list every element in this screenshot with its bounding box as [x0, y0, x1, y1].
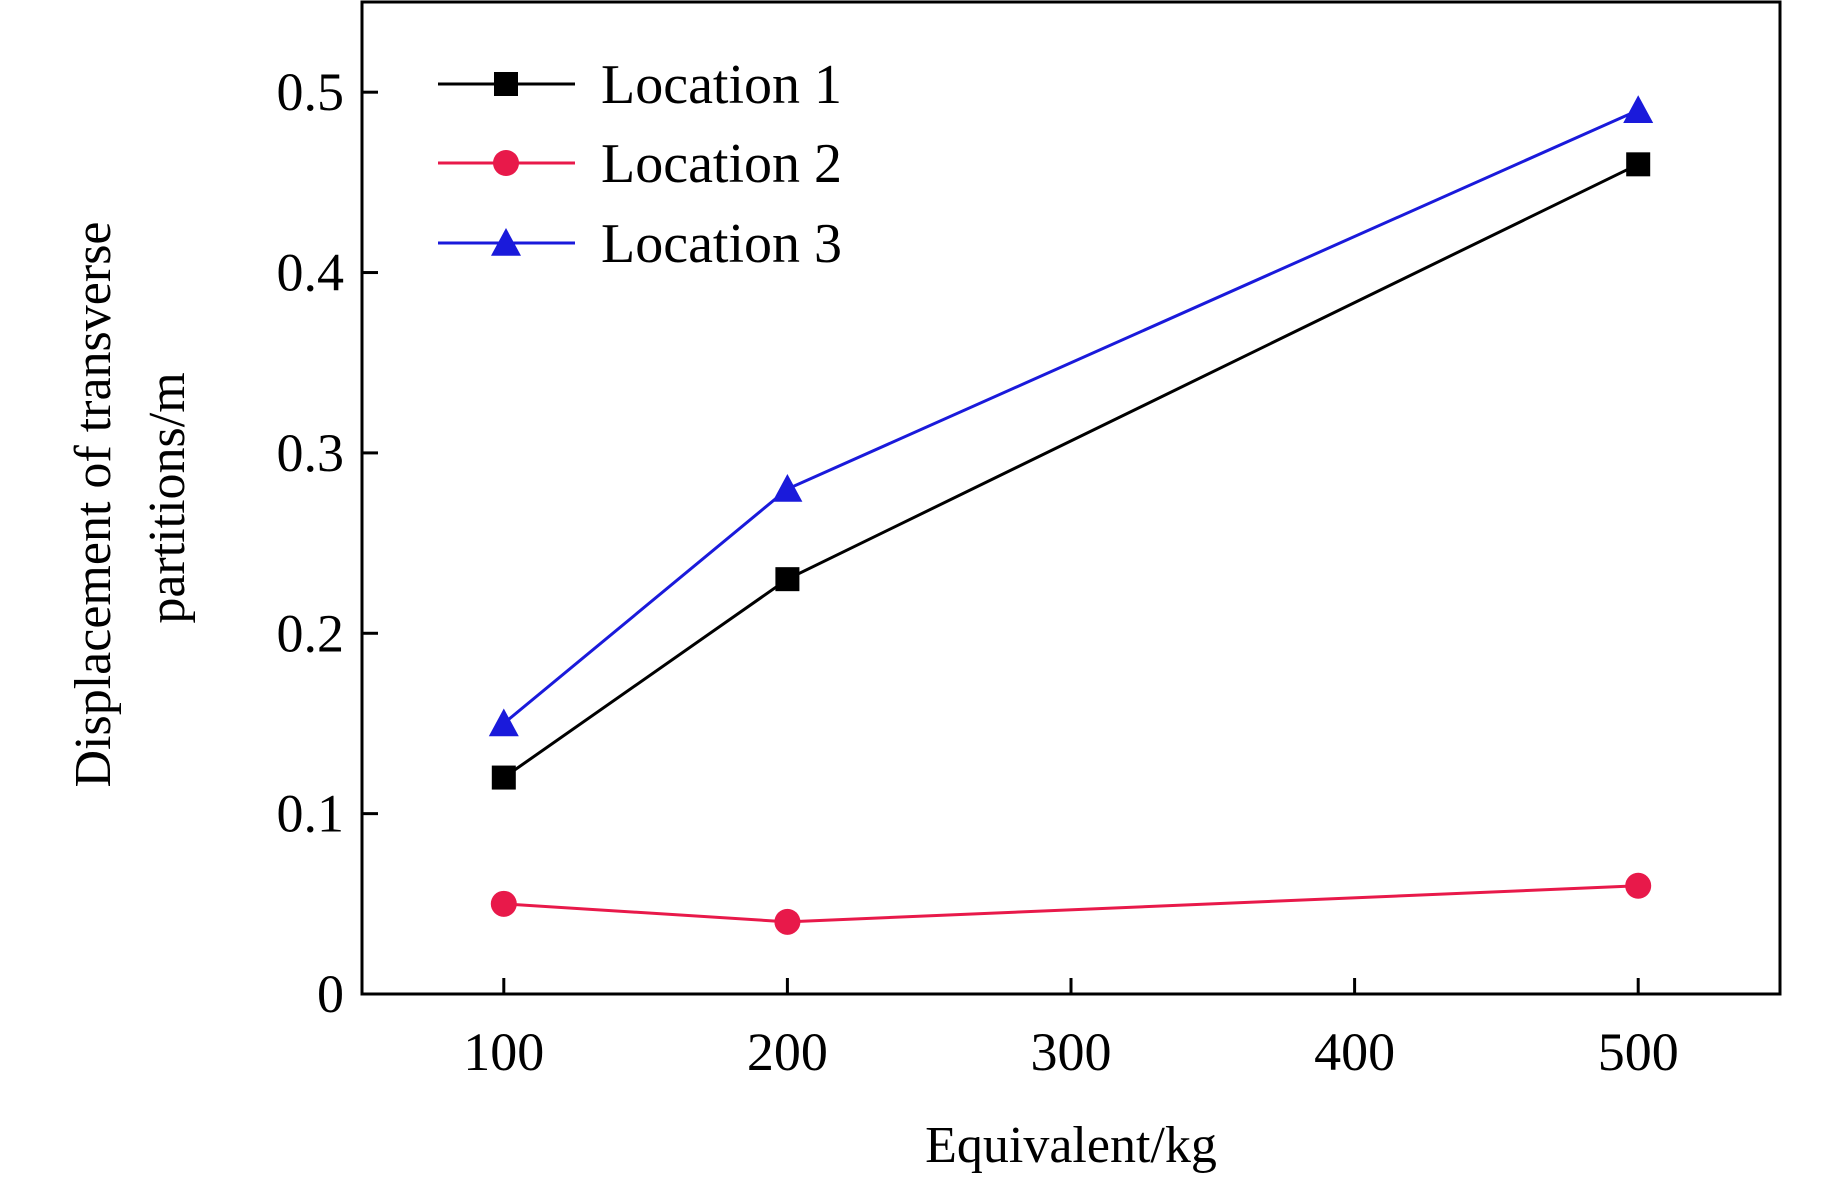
data-point [1625, 872, 1652, 899]
y-tick-label: 0.1 [277, 784, 345, 844]
legend-entry-3: Location 3 [438, 213, 842, 275]
legend-entry-2: Location 2 [438, 133, 842, 195]
x-axis-ticks: 100 200 300 400 500 [463, 978, 1679, 1082]
x-tick-label: 500 [1598, 1022, 1679, 1082]
y-tick-label: 0.4 [277, 243, 345, 303]
legend-label: Location 3 [601, 213, 842, 275]
y-axis-ticks: 0 0.1 0.2 0.3 0.4 0.5 [277, 62, 378, 1024]
y-axis-label-line-2: partitions/m [139, 372, 196, 623]
y-tick-label: 0.3 [277, 423, 345, 483]
y-tick-label: 0 [317, 964, 344, 1024]
y-axis-label: Displacement of transverse partitions/m [65, 208, 196, 787]
data-point [488, 708, 519, 737]
legend-label: Location 2 [601, 133, 842, 195]
series-line [502, 108, 1639, 725]
legend-label: Location 1 [601, 54, 842, 116]
series-2 [490, 872, 1652, 935]
y-axis-label-line-1: Displacement of transverse [65, 221, 122, 787]
plot-frame [360, 0, 1782, 996]
data-point [1623, 95, 1654, 123]
x-tick-label: 100 [463, 1022, 544, 1082]
x-axis-label: Equivalent/kg [925, 1117, 1217, 1174]
x-tick-label: 300 [1031, 1022, 1112, 1082]
legend-marker [491, 228, 521, 256]
legend: Location 1 Location 2 Location 3 [438, 54, 842, 275]
series-1 [491, 152, 1651, 790]
y-tick-label: 0.2 [277, 603, 345, 663]
series-3 [488, 95, 1654, 737]
x-tick-label: 400 [1314, 1022, 1395, 1082]
data-point [1626, 152, 1651, 177]
legend-marker [493, 150, 519, 176]
data-point [491, 765, 516, 790]
series-layer [488, 95, 1654, 935]
data-point [774, 908, 801, 935]
data-point [772, 473, 803, 502]
legend-entry-1: Location 1 [438, 54, 842, 116]
data-point [775, 567, 800, 592]
y-tick-label: 0.5 [277, 62, 345, 122]
data-point [490, 890, 517, 917]
x-tick-label: 200 [747, 1022, 828, 1082]
legend-marker [494, 72, 518, 96]
series-line [503, 884, 1639, 924]
